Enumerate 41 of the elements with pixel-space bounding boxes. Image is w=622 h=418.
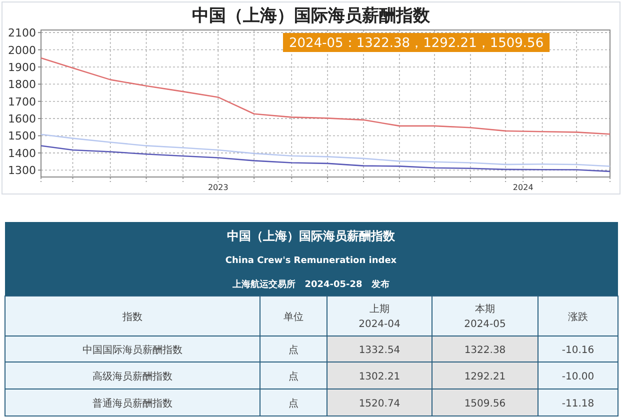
- line-series: [40, 134, 611, 167]
- x-tick-label: 2024: [512, 183, 534, 192]
- line-series: [40, 57, 611, 135]
- y-tick-label: 1800: [8, 78, 36, 92]
- text: 1520.74: [358, 398, 400, 410]
- annotation: 2024-05：1322.38，1292.21，1509.56: [289, 36, 544, 51]
- text: 1332.54: [358, 345, 400, 356]
- text: -10.16: [562, 345, 594, 356]
- text: 上期: [370, 303, 390, 315]
- text: 指数: [122, 311, 142, 323]
- text: 1302.21: [358, 372, 400, 382]
- text: 2024-04: [358, 319, 400, 330]
- text: 1292.21: [464, 372, 506, 382]
- text: 点: [288, 370, 298, 382]
- y-tick-label: 1300: [8, 164, 36, 178]
- y-tick-label: 1500: [8, 130, 36, 143]
- text: 上海航运交易所 2024-05-28 发布: [232, 279, 390, 290]
- y-tick-label: 1700: [8, 95, 36, 108]
- line-series: [40, 145, 611, 172]
- text: 中国（上海）国际海员薪酬指数: [227, 229, 396, 243]
- y-tick-label: 2000: [8, 44, 36, 57]
- x-tick-label: 2023: [208, 183, 228, 192]
- text: 单位: [284, 311, 304, 323]
- text: -10.00: [562, 372, 594, 382]
- text: 1509.56: [464, 398, 506, 410]
- text: 2024-05: [464, 319, 506, 330]
- text: 普通海员薪酬指数: [92, 398, 172, 410]
- text: China Crew's Remuneration index: [225, 256, 397, 266]
- y-tick-label: 1600: [8, 112, 36, 126]
- text: -11.18: [562, 398, 594, 410]
- y-tick-label: 1900: [8, 60, 36, 74]
- text: 点: [288, 398, 298, 410]
- text: 本期: [475, 303, 495, 315]
- y-tick-label: 2100: [8, 26, 36, 40]
- text: 中国国际海员薪酬指数: [82, 344, 182, 356]
- y-tick-label: 1400: [8, 146, 36, 160]
- text: 高级海员薪酬指数: [92, 370, 172, 382]
- text: 1322.38: [464, 345, 506, 356]
- text: 点: [288, 344, 298, 356]
- text: 涨跌: [568, 311, 588, 323]
- chart-title: 中国（上海）国际海员薪酬指数: [192, 6, 431, 26]
